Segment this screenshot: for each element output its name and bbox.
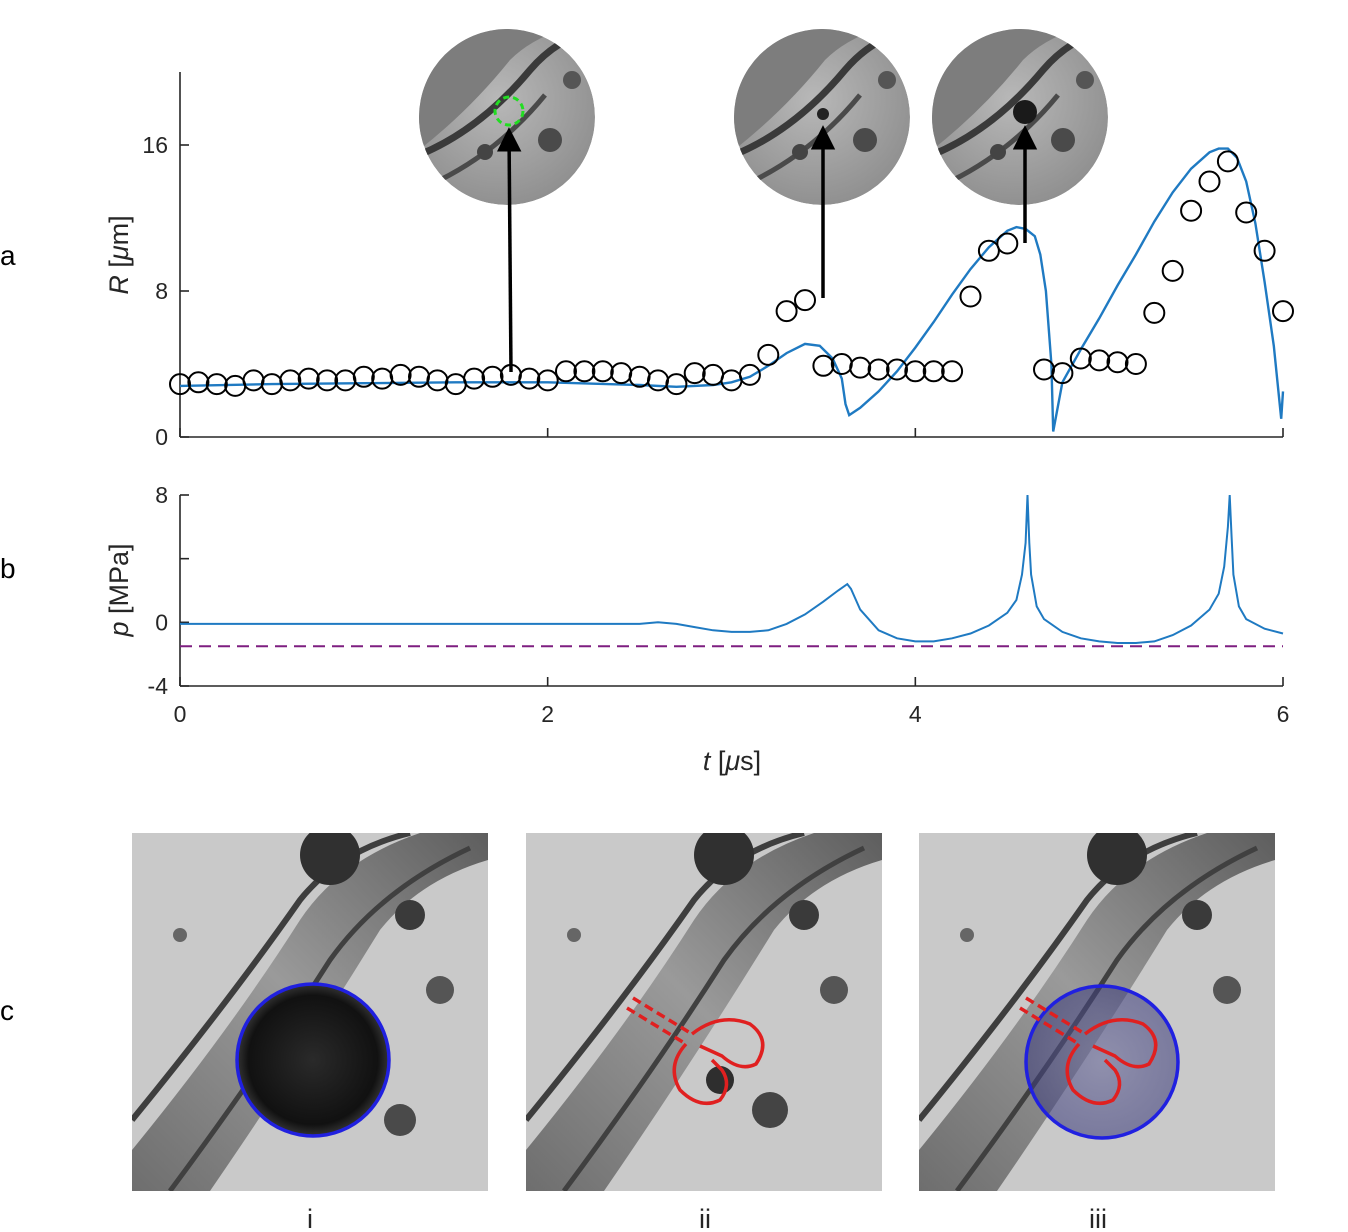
data-point-marker	[1106, 351, 1129, 374]
data-point-marker	[297, 367, 320, 390]
bubble-outline-circle	[235, 982, 391, 1138]
data-point-marker	[1235, 201, 1258, 224]
radius-axis-title: R [μm]	[104, 215, 134, 294]
micrograph-ii	[526, 833, 882, 1191]
data-point-marker	[610, 362, 633, 385]
data-point-marker	[1272, 300, 1294, 323]
data-point-marker	[647, 369, 669, 392]
data-point-marker	[812, 354, 835, 377]
jet-lobe-outline	[626, 996, 765, 1106]
initial-bubble-ring	[493, 95, 525, 127]
data-point-marker	[1198, 170, 1221, 193]
data-point-marker	[1161, 259, 1184, 282]
time-x-tick-label: 0	[174, 701, 187, 727]
data-point-marker	[904, 360, 927, 383]
data-point-marker	[536, 369, 559, 392]
data-point-marker	[279, 369, 302, 392]
radius-y-tick-label: 16	[142, 132, 168, 158]
radius-y-tick-label: 8	[155, 278, 168, 304]
radius-plot: 0 8 16 R [μm]	[104, 72, 1294, 450]
data-point-marker	[591, 360, 614, 383]
data-point-marker	[996, 232, 1019, 255]
data-point-marker	[941, 360, 964, 383]
pressure-y-tick-label: 0	[155, 609, 168, 635]
time-x-tick-label: 6	[1277, 701, 1290, 727]
data-point-marker	[683, 362, 706, 385]
data-point-marker	[849, 356, 872, 379]
data-point-marker	[867, 358, 890, 381]
data-point-marker	[334, 369, 357, 392]
data-point-marker	[1088, 349, 1111, 372]
data-point-marker	[444, 373, 467, 396]
data-point-marker	[463, 367, 486, 390]
data-point-marker	[187, 371, 210, 394]
panel-letter-b: b	[0, 553, 16, 584]
micrograph-i	[132, 833, 488, 1191]
data-point-marker	[389, 363, 412, 386]
data-point-marker	[1180, 199, 1203, 222]
micrograph-iii	[919, 833, 1275, 1191]
radius-plot-axes	[179, 72, 1284, 438]
subpanel-label-ii: ii	[699, 1204, 711, 1232]
data-point-marker	[775, 300, 798, 323]
data-point-marker	[886, 358, 908, 381]
time-x-tick-label: 2	[541, 701, 554, 727]
data-point-marker	[1124, 353, 1147, 375]
inset-arrow-1	[496, 127, 522, 373]
data-point-marker	[1216, 150, 1239, 173]
radius-model-line	[179, 147, 1285, 432]
radius-plot-tick-labels: 0 8 16	[142, 132, 168, 450]
time-x-tick-label: 4	[909, 701, 922, 727]
data-point-marker	[316, 369, 339, 392]
data-point-marker	[665, 373, 688, 396]
data-point-marker	[794, 289, 816, 312]
data-point-marker	[205, 373, 228, 396]
data-point-marker	[1069, 347, 1092, 370]
radius-measured-markers	[169, 150, 1294, 397]
pressure-plot-axes	[179, 494, 1284, 687]
pressure-axis-title: p [MPa]	[104, 543, 134, 637]
data-point-marker	[371, 367, 394, 390]
data-point-marker	[169, 373, 191, 396]
data-point-marker	[977, 239, 1000, 262]
time-axis-title: t [μs]	[703, 746, 761, 776]
bubble-outline-circle	[1024, 984, 1180, 1140]
pressure-y-tick-label: -4	[148, 673, 169, 699]
data-point-marker	[481, 365, 504, 388]
data-point-marker	[242, 369, 265, 392]
data-point-marker	[426, 369, 449, 392]
data-point-marker	[738, 363, 761, 386]
subpanel-label-iii: iii	[1089, 1204, 1107, 1232]
data-point-marker	[555, 360, 577, 383]
inset-micrograph-3	[932, 29, 1108, 205]
data-point-marker	[959, 285, 982, 308]
data-point-marker	[518, 367, 541, 390]
data-point-marker	[1143, 301, 1166, 324]
pressure-y-tick-label: 8	[155, 482, 168, 508]
data-point-marker	[573, 360, 596, 383]
data-point-marker	[1253, 239, 1276, 262]
data-point-marker	[702, 363, 725, 386]
panel-letter-a: a	[0, 240, 16, 271]
data-point-marker	[757, 343, 780, 366]
data-point-marker	[1051, 362, 1074, 385]
jet-lobe-outline	[1019, 996, 1158, 1106]
panel-letter-c: c	[0, 995, 14, 1026]
subpanel-label-i: i	[307, 1204, 313, 1232]
data-point-marker	[352, 365, 375, 388]
pressure-model-line	[180, 494, 1284, 644]
data-point-marker	[922, 360, 945, 383]
radius-y-tick-label: 0	[155, 424, 168, 450]
